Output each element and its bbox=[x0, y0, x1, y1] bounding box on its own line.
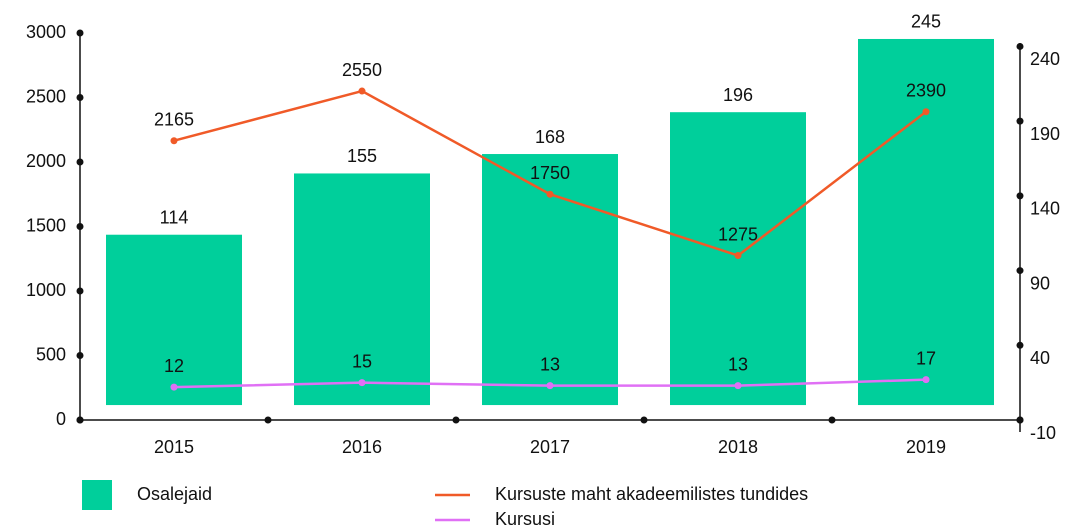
line-point bbox=[358, 379, 366, 387]
x-tick bbox=[264, 416, 272, 424]
x-tick bbox=[640, 416, 648, 424]
bar bbox=[294, 173, 430, 406]
y-tick-label: 500 bbox=[36, 344, 66, 364]
y-tick bbox=[76, 158, 84, 166]
y2-tick bbox=[1016, 416, 1024, 424]
y-tick-label: 3000 bbox=[26, 22, 66, 42]
y2-tick bbox=[1016, 341, 1024, 349]
data-label: 245 bbox=[911, 12, 941, 32]
y-tick bbox=[76, 287, 84, 295]
x-tick-label: 2015 bbox=[154, 437, 194, 457]
data-label: 17 bbox=[916, 348, 936, 368]
y2-tick-label: 190 bbox=[1030, 124, 1060, 144]
x-tick-label: 2016 bbox=[342, 437, 382, 457]
data-label: 2550 bbox=[342, 60, 382, 80]
y-tick-label: 2500 bbox=[26, 86, 66, 106]
data-label: 155 bbox=[347, 146, 377, 166]
y-tick bbox=[76, 29, 84, 37]
y2-tick bbox=[1016, 192, 1024, 200]
x-tick-label: 2019 bbox=[906, 437, 946, 457]
y2-tick-label: 140 bbox=[1030, 199, 1060, 219]
y-tick bbox=[76, 94, 84, 101]
data-label: 1275 bbox=[718, 224, 758, 244]
line-point bbox=[170, 137, 178, 145]
y2-tick-label: 240 bbox=[1030, 49, 1060, 69]
legend-label: Kursusi bbox=[495, 509, 555, 529]
line-point bbox=[922, 108, 930, 116]
data-label: 114 bbox=[160, 207, 189, 227]
line-point bbox=[546, 190, 554, 198]
y-tick-label: 1500 bbox=[26, 215, 66, 235]
y2-tick-label: 90 bbox=[1030, 273, 1050, 293]
line-point bbox=[358, 87, 366, 95]
y-tick-label: 1000 bbox=[26, 280, 66, 300]
data-label: 168 bbox=[535, 127, 565, 147]
data-label: 196 bbox=[723, 85, 753, 105]
line-point bbox=[734, 382, 742, 390]
y2-tick-label: -10 bbox=[1030, 423, 1056, 443]
x-tick-label: 2017 bbox=[530, 437, 570, 457]
y2-tick bbox=[1016, 117, 1024, 125]
data-label: 1750 bbox=[530, 163, 570, 183]
y2-tick-label: 40 bbox=[1030, 348, 1050, 368]
line-point bbox=[734, 252, 742, 260]
y-tick bbox=[76, 223, 84, 230]
line-point bbox=[170, 383, 178, 391]
legend-label: Kursuste maht akadeemilistes tundides bbox=[495, 484, 808, 504]
y-tick-label: 0 bbox=[56, 409, 66, 429]
y2-tick bbox=[1016, 42, 1024, 50]
y2-tick bbox=[1016, 267, 1024, 275]
data-label: 2390 bbox=[906, 80, 946, 100]
bar bbox=[106, 234, 242, 406]
legend-swatch bbox=[82, 480, 112, 510]
line-point bbox=[546, 382, 554, 390]
data-label: 13 bbox=[540, 354, 560, 374]
line-point bbox=[922, 376, 930, 384]
data-label: 13 bbox=[728, 354, 748, 374]
x-tick-label: 2018 bbox=[718, 437, 758, 457]
bar bbox=[858, 38, 994, 406]
data-label: 2165 bbox=[154, 109, 194, 129]
y-tick bbox=[76, 352, 84, 359]
y-tick bbox=[76, 416, 84, 424]
data-label: 15 bbox=[352, 351, 372, 371]
data-label: 12 bbox=[164, 356, 184, 376]
y-tick-label: 2000 bbox=[26, 151, 66, 171]
legend-label: Osalejaid bbox=[137, 484, 212, 504]
x-tick bbox=[452, 416, 460, 424]
x-tick bbox=[828, 416, 836, 424]
